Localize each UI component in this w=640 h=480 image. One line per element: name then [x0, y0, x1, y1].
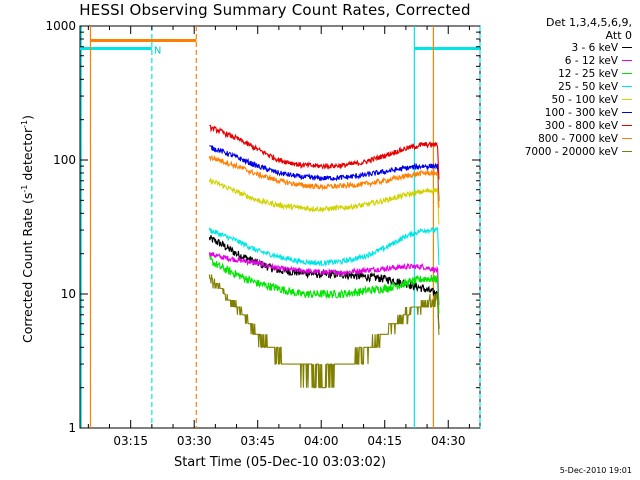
- legend-item-label: 100 - 300 keV: [544, 106, 618, 119]
- series-line-7: [208, 154, 440, 208]
- legend-item-label: 6 - 12 keV: [564, 54, 618, 67]
- plot-frame: [79, 25, 481, 429]
- y-axis-label-sup2: -1: [20, 119, 29, 128]
- legend-header-attenuator: Att 0: [605, 29, 632, 42]
- y-axis-label-end: ): [20, 115, 36, 120]
- x-tick-label: 04:00: [304, 434, 339, 448]
- x-tick-label: 03:45: [240, 434, 275, 448]
- y-tick-label: 1000: [45, 19, 76, 33]
- y-axis-label-mid: detector: [20, 127, 36, 185]
- chart-marks: N: [80, 26, 481, 428]
- series-line-8: [208, 274, 440, 389]
- legend-item-label: 25 - 50 keV: [558, 80, 618, 93]
- legend-item-label: 7000 - 20000 keV: [524, 145, 618, 158]
- legend-item-label: 12 - 25 keV: [558, 67, 618, 80]
- y-axis-label-main: Corrected Count Rate (s: [20, 192, 36, 343]
- marker-label-n: N: [154, 45, 161, 56]
- x-tick-label: 03:15: [113, 434, 148, 448]
- legend-swatch: [622, 125, 632, 126]
- chart-axes: 1 10 100 1000 03:15 03:30 03:45 04:00 04:15 04:30: [45, 19, 480, 448]
- y-axis-label: Corrected Count Rate (s-1 detector-1): [20, 59, 36, 399]
- legend-swatch: [622, 151, 632, 152]
- legend-item: 100 - 300 keV: [486, 106, 632, 119]
- y-tick-label: 100: [53, 153, 76, 167]
- footer-timestamp: 5-Dec-2010 19:01: [559, 466, 632, 475]
- series-line-6: [209, 124, 440, 180]
- series-line-0: [208, 235, 440, 329]
- series-line-1: [208, 252, 440, 306]
- legend-item-label: 3 - 6 keV: [571, 41, 618, 54]
- legend-swatch: [622, 60, 632, 61]
- legend-item: 800 - 7000 keV: [486, 132, 632, 145]
- legend-header: Det 1,3,4,5,6,9, Att 0: [496, 16, 632, 42]
- y-tick-label: 1: [68, 421, 76, 435]
- legend-header-detectors: Det 1,3,4,5,6,9,: [545, 16, 632, 29]
- y-tick-label: 10: [61, 287, 76, 301]
- y-axis-label-sup1: -1: [20, 184, 29, 193]
- legend-swatch: [622, 112, 632, 113]
- legend-item: 50 - 100 keV: [486, 93, 632, 106]
- legend: 3 - 6 keV 6 - 12 keV 12 - 25 keV 25 - 50 ke…: [486, 41, 632, 158]
- legend-item: 12 - 25 keV: [486, 67, 632, 80]
- series-line-4: [208, 177, 440, 225]
- legend-item-label: 300 - 800 keV: [544, 119, 618, 132]
- legend-item-label: 800 - 7000 keV: [538, 132, 618, 145]
- legend-swatch: [622, 86, 632, 87]
- x-axis-label: Start Time (05-Dec-10 03:03:02): [173, 455, 387, 470]
- x-tick-label: 04:30: [431, 434, 466, 448]
- legend-item: 300 - 800 keV: [486, 119, 632, 132]
- legend-item-label: 50 - 100 keV: [551, 93, 618, 106]
- legend-swatch: [622, 73, 632, 74]
- legend-item: 3 - 6 keV: [486, 41, 632, 54]
- x-tick-label: 03:30: [177, 434, 212, 448]
- series-line-2: [209, 255, 440, 314]
- legend-item: 25 - 50 keV: [486, 80, 632, 93]
- legend-item: 6 - 12 keV: [486, 54, 632, 67]
- legend-item: 7000 - 20000 keV: [486, 145, 632, 158]
- series-line-3: [208, 226, 440, 267]
- x-tick-label: 04:15: [367, 434, 402, 448]
- chart-title: HESSI Observing Summary Count Rates, Cor…: [79, 1, 471, 19]
- legend-swatch: [622, 99, 632, 100]
- legend-swatch: [622, 47, 632, 48]
- legend-swatch: [622, 138, 632, 139]
- series-line-5: [209, 145, 440, 201]
